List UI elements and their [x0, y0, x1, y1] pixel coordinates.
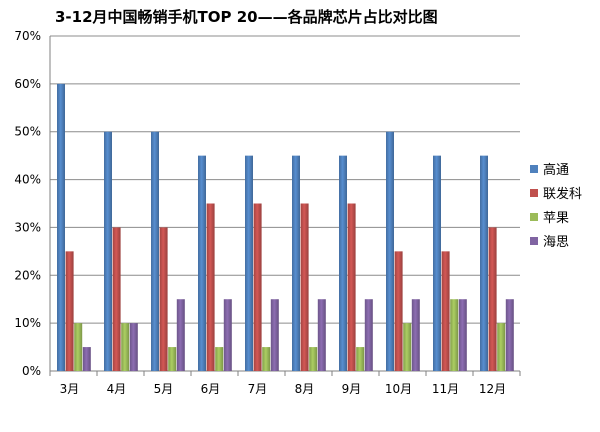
- bar: [458, 299, 467, 371]
- bar: [364, 299, 373, 371]
- bar: [497, 323, 506, 371]
- y-tick-labels: 0% 10% 20% 30% 40% 50% 60% 70%: [14, 29, 41, 378]
- x-tick-label: 4月: [107, 382, 127, 396]
- bar: [270, 299, 279, 371]
- bar: [347, 203, 356, 371]
- x-tick-label: 9月: [342, 382, 362, 396]
- y-tick-label: 10%: [14, 316, 41, 330]
- bar: [245, 155, 253, 371]
- bar: [65, 251, 74, 371]
- y-tick-label: 50%: [14, 125, 41, 139]
- chart-title: 3-12月中国畅销手机TOP 20——各品牌芯片占比对比图: [55, 8, 438, 26]
- legend-swatch: [530, 213, 538, 221]
- bar: [82, 347, 91, 371]
- y-tick-label: 40%: [14, 173, 41, 187]
- bar: [433, 155, 441, 371]
- bar: [74, 323, 83, 371]
- legend-swatch: [530, 165, 538, 173]
- bar: [104, 131, 112, 371]
- bar: [300, 203, 309, 371]
- bar: [339, 155, 347, 371]
- bar: [223, 299, 232, 371]
- bar: [480, 155, 488, 371]
- bar: [386, 131, 394, 371]
- bar: [198, 155, 206, 371]
- x-tick-label: 7月: [248, 382, 268, 396]
- legend-label: 苹果: [543, 211, 569, 226]
- legend-swatch: [530, 237, 538, 245]
- bar: [411, 299, 420, 371]
- x-tick-label: 8月: [295, 382, 315, 396]
- bar: [394, 251, 403, 371]
- legend-label: 联发科: [543, 186, 582, 202]
- x-tick-label: 6月: [201, 382, 221, 396]
- legend-label: 高通: [543, 162, 569, 178]
- bar: [121, 323, 130, 371]
- y-tick-label: 60%: [14, 77, 41, 91]
- bar: [403, 323, 412, 371]
- bar: [505, 299, 514, 371]
- x-tick-label: 3月: [60, 382, 80, 396]
- bar: [176, 299, 185, 371]
- bar: [215, 347, 224, 371]
- bar: [262, 347, 271, 371]
- bar: [151, 131, 159, 371]
- x-tick-label: 5月: [154, 382, 174, 396]
- x-tick-label: 11月: [432, 382, 459, 396]
- bar: [309, 347, 318, 371]
- bar: [206, 203, 215, 371]
- bar: [159, 227, 168, 371]
- bar: [441, 251, 450, 371]
- x-tick-label: 12月: [479, 382, 506, 396]
- bar: [253, 203, 262, 371]
- legend-label: 海思: [543, 235, 569, 250]
- bar: [57, 83, 65, 371]
- bar: [450, 299, 459, 371]
- bar: [168, 347, 177, 371]
- bar: [129, 323, 138, 371]
- bar: [317, 299, 326, 371]
- bars: [57, 83, 514, 371]
- x-tick-labels: 3月 4月 5月 6月 7月 8月 9月 10月 11月 12月: [60, 382, 506, 396]
- x-tick-label: 10月: [385, 382, 412, 396]
- y-tick-label: 30%: [14, 220, 41, 234]
- bar: [112, 227, 121, 371]
- legend-swatch: [530, 189, 538, 197]
- y-tick-label: 20%: [14, 268, 41, 282]
- y-tick-label: 70%: [14, 29, 41, 43]
- bar: [292, 155, 300, 371]
- bar: [488, 227, 497, 371]
- bar: [356, 347, 365, 371]
- y-tick-label: 0%: [22, 364, 41, 378]
